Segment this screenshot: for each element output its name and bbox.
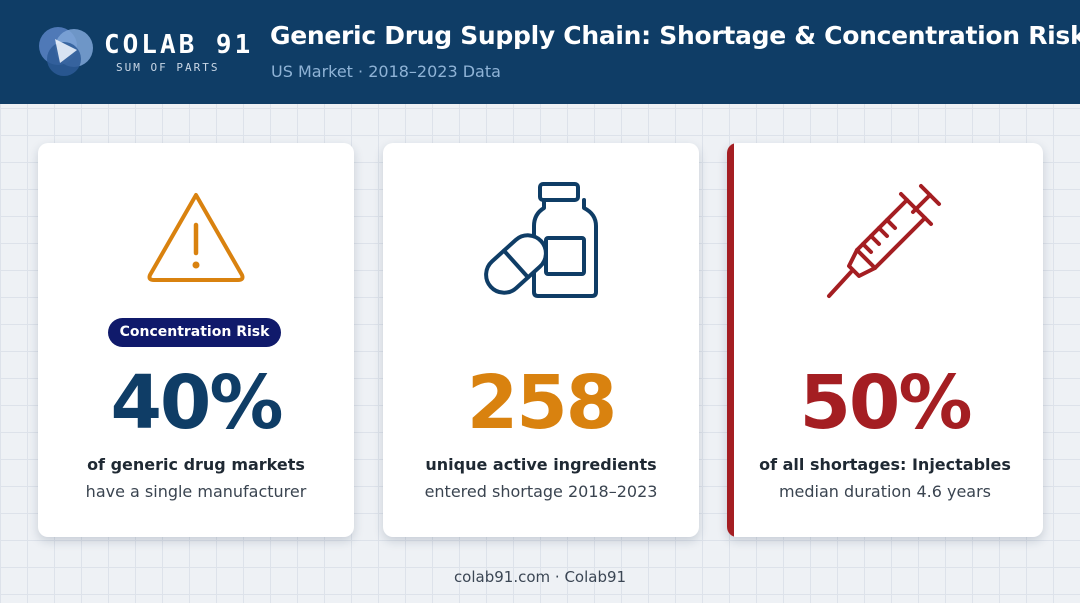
header-bar: COLAB 91 SUM OF PARTS Generic Drug Suppl… [0,0,1080,104]
syringe-icon [827,184,941,298]
stat-card-active-ingredients: 258 unique active ingredients entered sh… [383,143,699,537]
stat-description-primary: of all shortages: Injectables [759,455,1011,474]
stat-value: 50% [799,360,972,446]
accent-bar [727,143,734,537]
stat-description-secondary: have a single manufacturer [85,482,307,501]
footer-credit: colab91.com · Colab91 [453,568,627,586]
stat-description-primary: unique active ingredients [425,455,657,474]
brand-name: COLAB 91 [104,30,254,60]
stat-description-secondary: median duration 4.6 years [778,482,992,501]
stat-value: 40% [110,360,283,446]
stat-description-primary: of generic drug markets [87,455,305,474]
stat-card-concentration: Concentration Risk 40% of generic drug m… [38,143,354,537]
pill-bottle-icon [484,182,598,298]
stat-card-injectables: 50% of all shortages: Injectables median… [727,143,1043,537]
concentration-risk-badge: Concentration Risk [108,318,281,347]
stat-value: 258 [466,360,617,446]
page-subtitle: US Market · 2018–2023 Data [271,62,501,81]
colab91-logo-icon [39,27,93,76]
warning-triangle-icon [147,193,245,282]
stat-description-secondary: entered shortage 2018–2023 [424,482,658,501]
page-title: Generic Drug Supply Chain: Shortage & Co… [270,21,1080,50]
brand-tagline: SUM OF PARTS [116,61,220,74]
